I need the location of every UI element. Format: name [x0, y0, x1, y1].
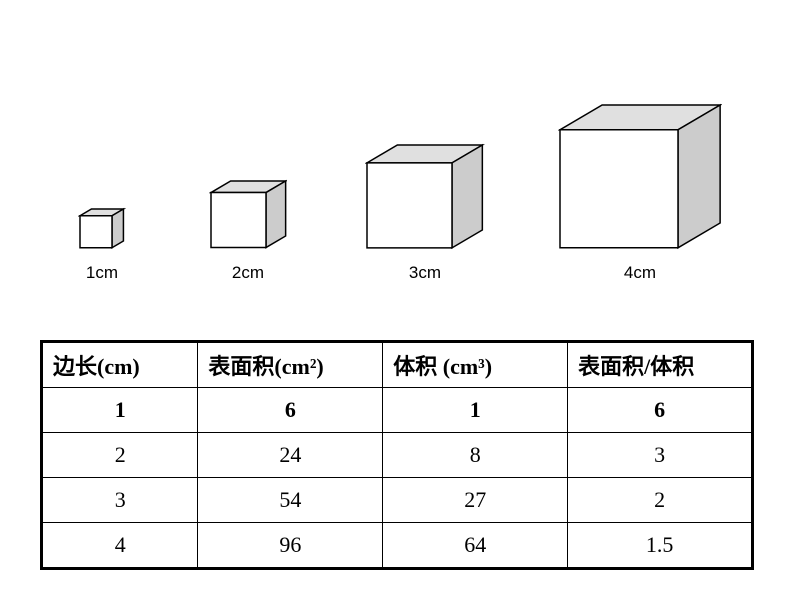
- col-header-surface: 表面积(cm²): [198, 342, 383, 388]
- table-row: 22483: [42, 433, 753, 478]
- col-header-volume: 体积 (cm³): [383, 342, 568, 388]
- cube-svg-3: [365, 143, 484, 250]
- table-cell: 1: [383, 388, 568, 433]
- table-cell: 4: [42, 523, 198, 569]
- table-cell: 6: [198, 388, 383, 433]
- cube-svg-2: [209, 179, 288, 250]
- data-table: 边长(cm) 表面积(cm²) 体积 (cm³) 表面积/体积 16162248…: [40, 340, 754, 570]
- cube-svg-4: [558, 103, 722, 250]
- table-cell: 27: [383, 478, 568, 523]
- table-row: 354272: [42, 478, 753, 523]
- cube-label-1: 1cm: [78, 263, 125, 283]
- table-cell: 3: [42, 478, 198, 523]
- data-table-wrap: 边长(cm) 表面积(cm²) 体积 (cm³) 表面积/体积 16162248…: [40, 340, 754, 570]
- table-cell: 64: [383, 523, 568, 569]
- cube-3: 3cm: [365, 143, 484, 283]
- table-header-row: 边长(cm) 表面积(cm²) 体积 (cm³) 表面积/体积: [42, 342, 753, 388]
- table-cell: 3: [568, 433, 753, 478]
- table-cell: 2: [568, 478, 753, 523]
- cube-1: 1cm: [78, 207, 125, 283]
- cube-2: 2cm: [209, 179, 288, 283]
- table-cell: 24: [198, 433, 383, 478]
- cubes-row: 1cm 2cm 3cm 4cm: [0, 80, 794, 320]
- table-cell: 96: [198, 523, 383, 569]
- table-row: 1616: [42, 388, 753, 433]
- cube-4: 4cm: [558, 103, 722, 283]
- table-row: 496641.5: [42, 523, 753, 569]
- table-cell: 8: [383, 433, 568, 478]
- table-cell: 1.5: [568, 523, 753, 569]
- col-header-edge: 边长(cm): [42, 342, 198, 388]
- cube-label-3: 3cm: [365, 263, 484, 283]
- cube-label-2: 2cm: [209, 263, 288, 283]
- table-cell: 6: [568, 388, 753, 433]
- table-cell: 54: [198, 478, 383, 523]
- table-cell: 1: [42, 388, 198, 433]
- cube-label-4: 4cm: [558, 263, 722, 283]
- col-header-ratio: 表面积/体积: [568, 342, 753, 388]
- cube-svg-1: [78, 207, 125, 250]
- table-cell: 2: [42, 433, 198, 478]
